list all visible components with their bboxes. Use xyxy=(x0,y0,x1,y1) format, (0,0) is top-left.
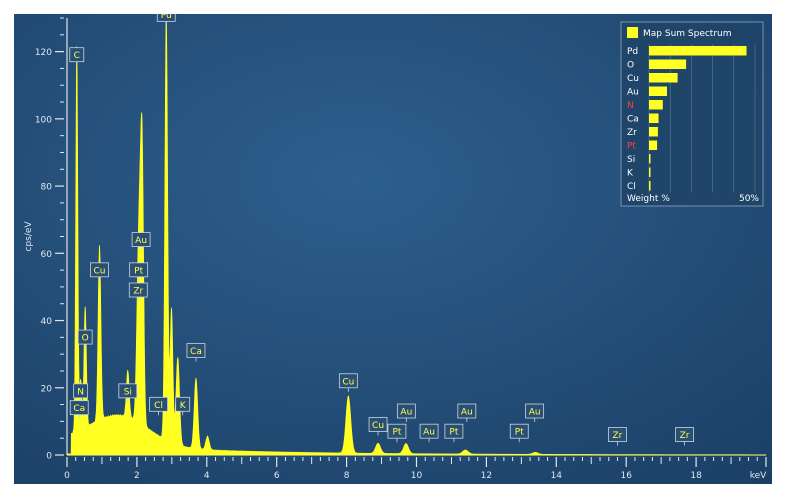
peak-label-pt: Pt xyxy=(509,423,529,443)
legend-weight-bar xyxy=(649,140,658,150)
peak-label-text: Cu xyxy=(372,421,384,431)
legend-weight-bar xyxy=(649,59,687,69)
legend-footer-max: 50% xyxy=(739,194,759,204)
peak-label-au: Au xyxy=(419,423,439,443)
legend-element-label: N xyxy=(627,101,634,111)
x-tick-label: 2 xyxy=(134,471,140,481)
peak-label-zr: Zr xyxy=(608,427,627,446)
peak-label-zr: Zr xyxy=(128,282,148,302)
peak-label-au: Au xyxy=(131,232,151,251)
legend-element-label: Zr xyxy=(627,128,637,138)
peak-label-cl: Cl xyxy=(149,396,168,416)
x-tick-label: 6 xyxy=(274,471,280,481)
legend-weight-bar xyxy=(649,113,659,123)
peak-label-box xyxy=(90,262,109,278)
x-tick-label: 10 xyxy=(411,471,423,481)
legend-weight-bar xyxy=(649,127,658,137)
peak-label-text: Au xyxy=(135,236,147,246)
peak-label-cu: Cu xyxy=(90,262,109,281)
y-axis-title: cps/eV xyxy=(24,221,34,252)
peak-label-text: Cu xyxy=(94,266,106,276)
peak-label-box xyxy=(156,14,176,22)
legend-swatch xyxy=(627,27,638,38)
y-tick-label: 60 xyxy=(41,250,53,260)
legend-weight-bar xyxy=(649,154,651,164)
peak-label-pt: Pt xyxy=(444,423,464,443)
legend-title: Map Sum Spectrum xyxy=(643,29,732,39)
peak-label-c: C xyxy=(69,47,85,66)
peak-label-text: Ca xyxy=(73,404,85,414)
y-tick-label: 0 xyxy=(46,452,52,462)
y-tick-label: 100 xyxy=(35,115,52,125)
peak-label-text: Au xyxy=(529,408,541,418)
peak-label-text: C xyxy=(74,51,80,61)
legend-element-label: K xyxy=(627,169,634,179)
legend-weight-bar xyxy=(649,167,651,177)
peak-label-ca: Ca xyxy=(186,343,206,362)
peak-label-cu: Cu xyxy=(338,373,358,392)
y-tick-label: 40 xyxy=(41,317,53,327)
x-tick-label: 18 xyxy=(690,471,702,481)
peak-label-text: Zr xyxy=(680,431,690,441)
peak-label-text: Pt xyxy=(515,428,524,438)
peak-label-pt: Pt xyxy=(387,423,407,443)
peak-label-text: Au xyxy=(423,428,435,438)
legend-weight-bar xyxy=(649,100,663,110)
peak-label-cu: Cu xyxy=(368,417,388,436)
x-tick-label: 16 xyxy=(620,471,632,481)
peak-label-text: Si xyxy=(124,387,132,397)
legend-footer-label: Weight % xyxy=(627,194,670,204)
y-tick-label: 20 xyxy=(41,384,53,394)
legend-weight-bar xyxy=(649,46,747,56)
x-tick-label: 8 xyxy=(344,471,350,481)
peak-label-n: N xyxy=(73,383,89,402)
peak-label-text: Au xyxy=(461,408,473,418)
legend-weight-bar xyxy=(649,181,651,191)
legend-element-label: Ca xyxy=(627,115,639,125)
peak-label-text: Pt xyxy=(449,428,458,438)
peak-label-text: Cu xyxy=(342,377,354,387)
peak-label-k: K xyxy=(175,396,191,416)
peak-label-text: Zr xyxy=(613,431,623,441)
peak-label-text: Pd xyxy=(161,14,172,21)
peak-label-text: Pt xyxy=(392,428,401,438)
peak-label-au: Au xyxy=(396,403,416,423)
legend-element-label: O xyxy=(627,61,634,71)
legend-element-label: Cl xyxy=(627,182,636,192)
y-tick-label: 120 xyxy=(35,48,52,58)
x-tick-label: 12 xyxy=(481,471,492,481)
legend-weight-bar xyxy=(649,73,678,83)
peak-label-o: O xyxy=(77,329,93,349)
peak-label-text: Pt xyxy=(134,266,143,276)
legend-weight-bar xyxy=(649,86,668,96)
legend-element-label: Si xyxy=(627,155,635,165)
peak-label-pt: Pt xyxy=(129,262,149,281)
peak-label-au: Au xyxy=(525,403,545,423)
legend-element-label: Au xyxy=(627,88,639,98)
peak-label-text: Cl xyxy=(154,401,163,411)
peak-label-text: Zr xyxy=(133,287,143,297)
peak-label-text: Ca xyxy=(190,347,202,357)
spectrum-area xyxy=(66,17,767,456)
peak-label-ca: Ca xyxy=(69,400,89,419)
legend-element-label: Pd xyxy=(627,47,638,57)
y-tick-label: 80 xyxy=(41,183,53,193)
peak-label-text: K xyxy=(180,401,187,411)
peak-label-au: Au xyxy=(457,403,477,423)
x-tick-label: 0 xyxy=(64,471,70,481)
peak-label-text: N xyxy=(77,387,84,397)
x-axis-title: keV xyxy=(750,471,767,481)
peak-label-text: O xyxy=(82,334,89,344)
peak-label-pd: Pd xyxy=(156,14,176,26)
legend-element-label: Pt xyxy=(627,142,636,152)
x-tick-label: 4 xyxy=(204,471,210,481)
peak-label-zr: Zr xyxy=(675,427,694,446)
peak-label-box xyxy=(129,262,149,278)
peak-label-si: Si xyxy=(118,383,138,402)
x-tick-label: 14 xyxy=(551,471,563,481)
peak-label-text: Au xyxy=(400,408,412,418)
legend-element-label: Cu xyxy=(627,74,639,84)
